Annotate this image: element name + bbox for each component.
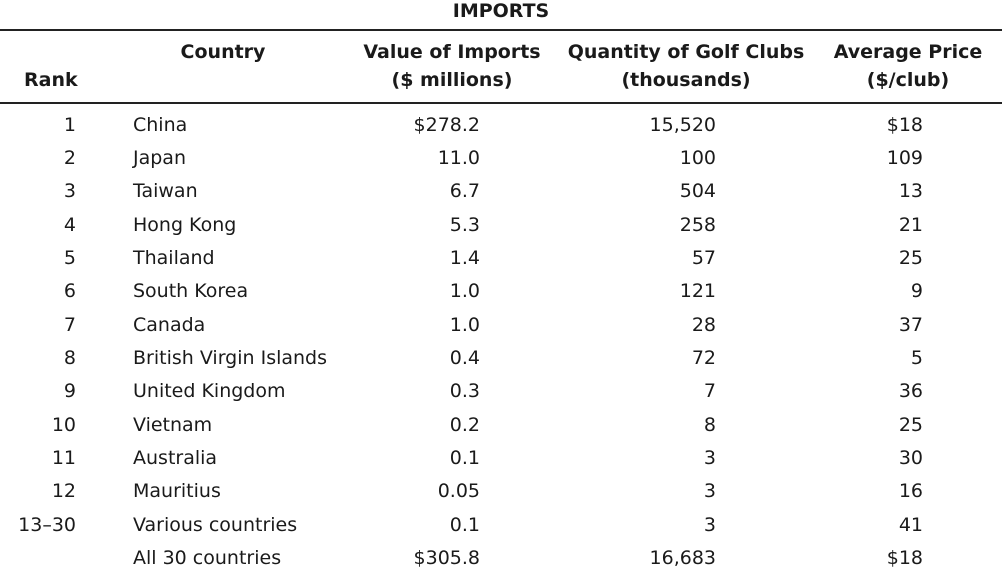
price-cell: 21 bbox=[898, 214, 923, 236]
price-cell: 13 bbox=[898, 180, 923, 202]
quantity-cell: 3 bbox=[703, 447, 716, 469]
country-cell: South Korea bbox=[133, 280, 249, 302]
rank-cell: 9 bbox=[63, 380, 76, 402]
rank-cell: 3 bbox=[63, 180, 76, 202]
rank-cell: 8 bbox=[63, 347, 76, 369]
value-cell: 6.7 bbox=[449, 180, 480, 202]
rank-cell: 1 bbox=[63, 114, 76, 136]
rank-cell: 11 bbox=[51, 447, 76, 469]
rank-cell: 6 bbox=[63, 280, 76, 302]
rank-cell: 12 bbox=[51, 480, 76, 502]
header-qty-line1: Quantity of Golf Clubs bbox=[567, 41, 805, 63]
price-cell: 109 bbox=[886, 147, 923, 169]
country-cell: Australia bbox=[133, 447, 218, 469]
price-cell: $18 bbox=[886, 547, 923, 569]
rank-cell: 7 bbox=[63, 314, 76, 336]
table-title: IMPORTS bbox=[452, 0, 550, 22]
value-cell: $305.8 bbox=[413, 547, 480, 569]
country-cell: Various countries bbox=[133, 514, 298, 536]
rank-cell: 4 bbox=[63, 214, 76, 236]
country-cell: Japan bbox=[133, 147, 186, 169]
value-cell: 0.3 bbox=[449, 380, 480, 402]
quantity-cell: 57 bbox=[691, 247, 716, 269]
country-cell: Thailand bbox=[133, 247, 215, 269]
header-price-line2: ($/club) bbox=[866, 69, 950, 91]
price-cell: $18 bbox=[886, 114, 923, 136]
rank-cell: 5 bbox=[63, 247, 76, 269]
value-cell: 0.4 bbox=[449, 347, 480, 369]
country-cell: British Virgin Islands bbox=[133, 347, 328, 369]
header-qty-line2: (thousands) bbox=[621, 69, 751, 91]
country-cell: Mauritius bbox=[133, 480, 221, 502]
value-cell: 1.0 bbox=[449, 280, 480, 302]
header-rank: Rank bbox=[24, 69, 78, 91]
country-cell: All 30 countries bbox=[133, 547, 282, 569]
value-cell: 5.3 bbox=[449, 214, 480, 236]
header-price-line1: Average Price bbox=[833, 41, 983, 63]
value-cell: 0.1 bbox=[449, 514, 480, 536]
header-country: Country bbox=[180, 41, 266, 63]
price-cell: 36 bbox=[898, 380, 923, 402]
value-cell: 11.0 bbox=[437, 147, 480, 169]
value-cell: 0.2 bbox=[449, 414, 480, 436]
top-rule bbox=[0, 29, 1002, 31]
country-cell: Hong Kong bbox=[133, 214, 237, 236]
price-cell: 25 bbox=[898, 414, 923, 436]
price-cell: 41 bbox=[898, 514, 923, 536]
quantity-cell: 16,683 bbox=[649, 547, 716, 569]
quantity-cell: 504 bbox=[679, 180, 716, 202]
rank-cell: 10 bbox=[51, 414, 76, 436]
quantity-cell: 100 bbox=[679, 147, 716, 169]
quantity-cell: 8 bbox=[703, 414, 716, 436]
price-cell: 30 bbox=[898, 447, 923, 469]
value-cell: 1.0 bbox=[449, 314, 480, 336]
quantity-cell: 3 bbox=[703, 514, 716, 536]
value-cell: 1.4 bbox=[449, 247, 480, 269]
price-cell: 9 bbox=[910, 280, 923, 302]
country-cell: Vietnam bbox=[133, 414, 213, 436]
price-cell: 16 bbox=[898, 480, 923, 502]
country-cell: China bbox=[133, 114, 188, 136]
value-cell: 0.1 bbox=[449, 447, 480, 469]
value-cell: $278.2 bbox=[413, 114, 480, 136]
quantity-cell: 15,520 bbox=[649, 114, 716, 136]
price-cell: 25 bbox=[898, 247, 923, 269]
quantity-cell: 3 bbox=[703, 480, 716, 502]
quantity-cell: 258 bbox=[679, 214, 716, 236]
quantity-cell: 7 bbox=[703, 380, 716, 402]
header-value-line1: Value of Imports bbox=[363, 41, 541, 63]
rank-cell: 13–30 bbox=[18, 514, 76, 536]
header-value-line2: ($ millions) bbox=[391, 69, 513, 91]
quantity-cell: 72 bbox=[691, 347, 716, 369]
price-cell: 37 bbox=[898, 314, 923, 336]
quantity-cell: 28 bbox=[691, 314, 716, 336]
rank-cell: 2 bbox=[63, 147, 76, 169]
country-cell: United Kingdom bbox=[133, 380, 286, 402]
header-rule bbox=[0, 102, 1002, 104]
country-cell: Taiwan bbox=[133, 180, 198, 202]
price-cell: 5 bbox=[910, 347, 923, 369]
value-cell: 0.05 bbox=[437, 480, 480, 502]
country-cell: Canada bbox=[133, 314, 206, 336]
quantity-cell: 121 bbox=[679, 280, 716, 302]
